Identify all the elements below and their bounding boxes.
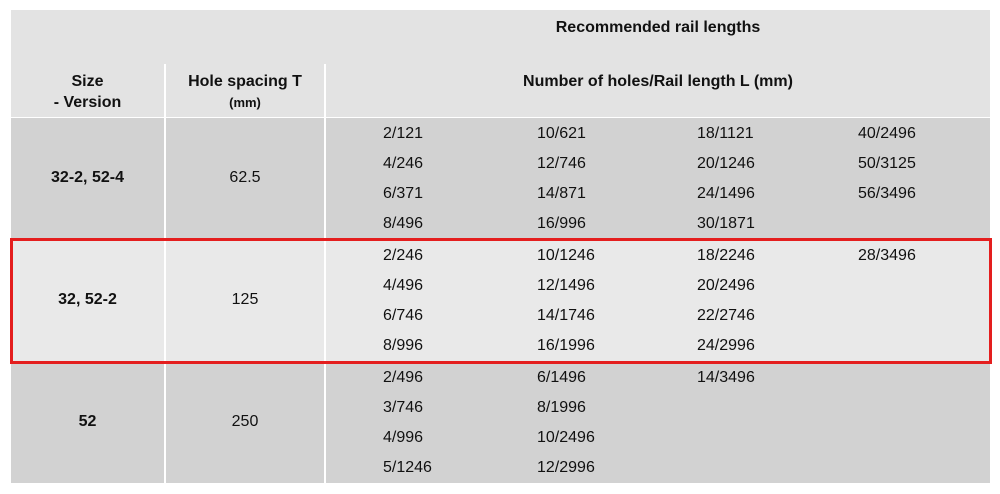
length-cell: 14/871 [537, 185, 586, 202]
column-divider [324, 64, 326, 484]
spacing-cell: 62.5 [229, 169, 261, 186]
length-cell: 28/3496 [858, 247, 916, 264]
length-cell: 6/1496 [537, 369, 586, 386]
length-cell: 6/746 [383, 307, 424, 324]
table-title: Recommended rail lengths [555, 19, 761, 36]
length-cell: 12/746 [537, 155, 586, 172]
length-cell: 2/496 [383, 369, 424, 386]
length-cell: 4/496 [383, 277, 424, 294]
length-cell: 12/2996 [537, 459, 595, 476]
length-cell: 10/621 [537, 125, 586, 142]
spacing-cell: 125 [231, 291, 259, 308]
length-cell: 10/1246 [537, 247, 595, 264]
length-cell: 3/746 [383, 399, 424, 416]
length-cell: 24/1496 [697, 185, 755, 202]
length-cell: 56/3496 [858, 185, 916, 202]
length-cell: 40/2496 [858, 125, 916, 142]
column-header: - Version [53, 94, 122, 111]
length-cell: 24/2996 [697, 337, 755, 354]
length-cell: 8/1996 [537, 399, 586, 416]
length-cell: 16/1996 [537, 337, 595, 354]
length-cell: 20/1246 [697, 155, 755, 172]
length-cell: 8/496 [383, 215, 424, 232]
length-cell: 30/1871 [697, 215, 755, 232]
size-cell: 32-2, 52-4 [51, 169, 124, 186]
length-cell: 6/371 [383, 185, 424, 202]
length-cell: 18/2246 [697, 247, 755, 264]
length-cell: 8/996 [383, 337, 424, 354]
length-cell: 12/1496 [537, 277, 595, 294]
length-cell: 14/3496 [697, 369, 755, 386]
length-cell: 2/121 [383, 125, 424, 142]
size-cell: 52 [78, 413, 97, 430]
length-cell: 18/1121 [697, 125, 754, 142]
length-cell: 5/1246 [383, 459, 432, 476]
length-cell: 4/246 [383, 155, 424, 172]
highlight-box [10, 238, 992, 364]
spacing-cell: 250 [231, 413, 259, 430]
size-cell: 32, 52-2 [58, 291, 117, 308]
length-cell: 50/3125 [858, 155, 916, 172]
length-cell: 22/2746 [697, 307, 755, 324]
header-background [11, 10, 990, 117]
column-divider [164, 64, 166, 484]
column-header: (mm) [229, 95, 261, 110]
length-cell: 4/996 [383, 429, 424, 446]
column-header: Hole spacing T [188, 73, 302, 90]
length-cell: 10/2496 [537, 429, 595, 446]
length-cell: 14/1746 [537, 307, 595, 324]
column-header: Size [71, 73, 104, 90]
length-cell: 20/2496 [697, 277, 755, 294]
length-cell: 16/996 [537, 215, 586, 232]
column-header: Number of holes/Rail length L (mm) [523, 73, 793, 90]
length-cell: 2/246 [383, 247, 424, 264]
